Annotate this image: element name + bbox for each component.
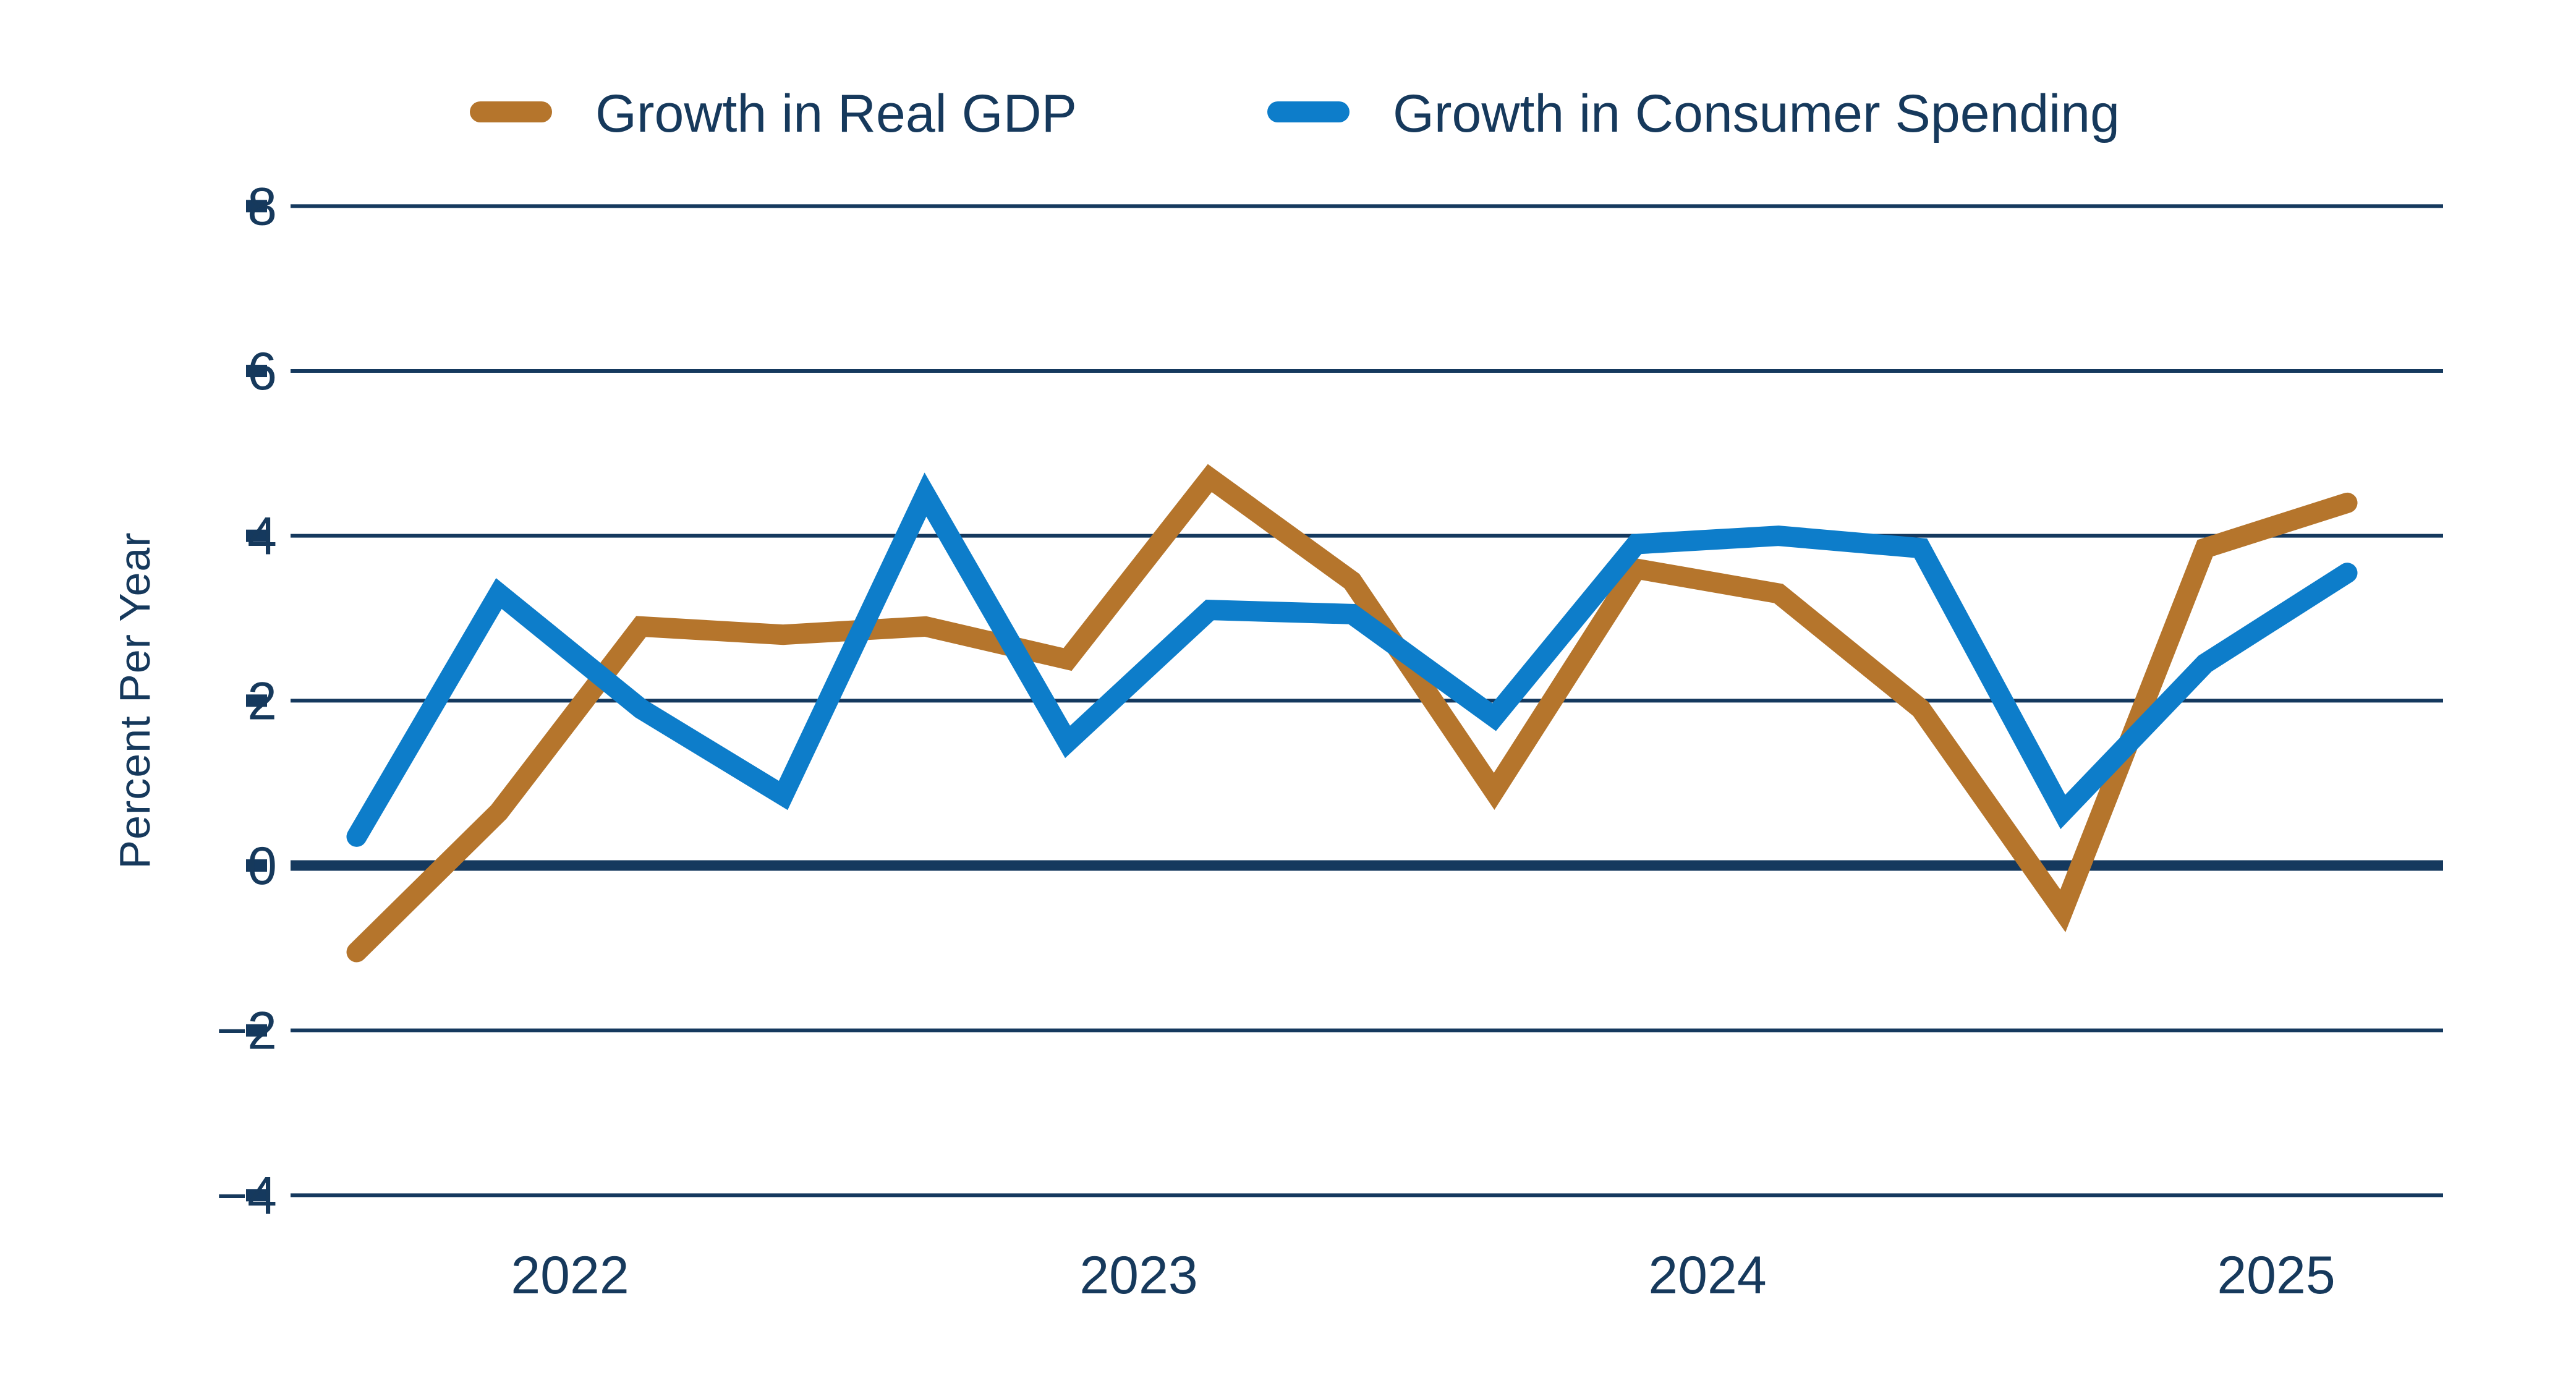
y-tick-label-6: 6: [247, 342, 277, 401]
x-axis-year-labels: 2022 2023 2024 2025: [511, 1246, 2335, 1305]
y-tick-mark-4: [246, 529, 267, 542]
x-tick-label-2025: 2025: [2217, 1246, 2335, 1305]
y-tick-mark-2: [246, 694, 267, 707]
y-tick-label--2: −2: [216, 1002, 277, 1061]
legend-swatch-consumer-spending: [1267, 101, 1350, 122]
y-tick-label-4: 4: [247, 507, 277, 566]
y-tick-label-0: 0: [247, 836, 277, 896]
y-tick-mark--2: [246, 1024, 267, 1037]
legend-swatch-real-gdp: [470, 101, 552, 122]
y-tick-mark-6: [246, 365, 267, 378]
legend: Growth in Real GDP Growth in Consumer Sp…: [470, 84, 2120, 143]
y-tick-mark-0: [246, 859, 267, 872]
y-axis-tick-labels: 8 6 4 2 0 −2 −4: [216, 177, 277, 1225]
y-tick-mark--4: [246, 1189, 267, 1202]
data-series: [346, 464, 2358, 963]
x-tick-label-2023: 2023: [1079, 1246, 1197, 1305]
legend-label-consumer-spending: Growth in Consumer Spending: [1393, 84, 2120, 143]
series-line-growth-in-consumer-spending: [346, 472, 2358, 847]
x-tick-label-2024: 2024: [1648, 1246, 1766, 1305]
y-tick-label--4: −4: [216, 1166, 277, 1225]
y-tick-label-2: 2: [247, 671, 277, 731]
x-tick-label-2022: 2022: [511, 1246, 629, 1305]
y-axis-title: Percent Per Year: [111, 532, 159, 869]
series-line-growth-in-real-gdp: [346, 464, 2358, 963]
y-tick-label-8: 8: [247, 177, 277, 236]
legend-label-real-gdp: Growth in Real GDP: [595, 84, 1077, 143]
y-tick-mark-8: [246, 200, 267, 213]
